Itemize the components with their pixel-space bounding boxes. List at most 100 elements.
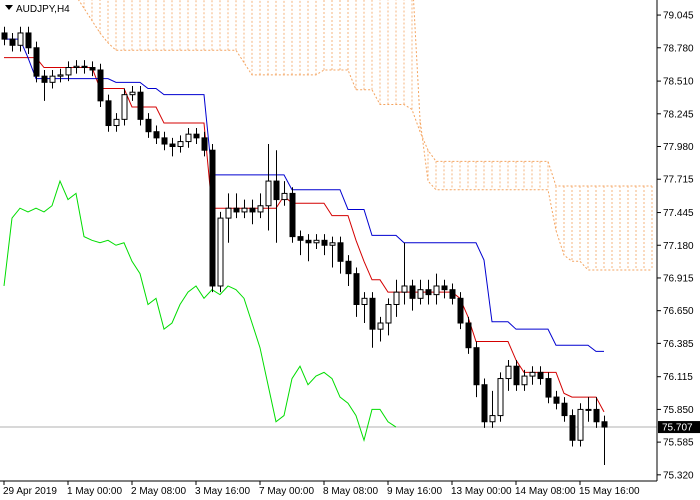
candle-body	[49, 75, 56, 83]
x-tick-label: 8 May 08:00	[323, 486, 378, 497]
candle-body	[409, 285, 416, 299]
indicator-line	[4, 57, 605, 413]
candle-body	[473, 347, 480, 386]
candle-body	[521, 375, 528, 386]
menu-icon[interactable]	[5, 5, 13, 10]
candle-body	[313, 239, 320, 244]
candle-body	[401, 285, 408, 293]
candle-body	[25, 32, 32, 49]
candle-body	[249, 207, 256, 213]
candle-body	[481, 384, 488, 423]
candle-body	[97, 69, 104, 102]
x-tick-label: 15 May 16:00	[579, 486, 640, 497]
candle-body	[137, 91, 144, 120]
candle-body	[185, 133, 192, 143]
chart-title: AUDJPY,H4	[16, 4, 70, 15]
candle-body	[417, 289, 424, 299]
candle-body	[153, 131, 160, 139]
candle-body	[561, 402, 568, 417]
candle-body	[65, 67, 72, 76]
indicator-line	[4, 38, 604, 352]
y-tick-label: 78.510	[663, 77, 694, 88]
current-price-label: 75.707	[662, 423, 693, 434]
y-tick-label: 77.980	[663, 142, 694, 153]
candle-body	[449, 289, 456, 299]
candle-body	[545, 378, 552, 398]
y-tick-label: 76.650	[663, 306, 694, 317]
y-tick-label: 75.320	[663, 470, 694, 481]
candle-body	[529, 371, 536, 377]
candle-body	[41, 75, 48, 83]
candle-body	[377, 322, 384, 330]
candle-body	[385, 303, 392, 324]
candle-body	[369, 297, 376, 330]
candle-body	[433, 285, 440, 296]
x-tick-label: 7 May 00:00	[259, 486, 314, 497]
candle-body	[33, 47, 40, 77]
y-tick-label: 77.715	[663, 175, 694, 186]
y-tick-label: 77.445	[663, 208, 694, 219]
candle-body	[553, 396, 560, 404]
candle-body	[457, 297, 464, 324]
x-tick-label: 9 May 16:00	[387, 486, 442, 497]
candle-body	[361, 297, 368, 305]
candle-body	[505, 365, 512, 380]
candle-body	[113, 118, 120, 127]
candle-body	[169, 143, 176, 148]
candle-body	[1, 32, 8, 40]
y-tick-label: 76.915	[663, 273, 694, 284]
candle-body	[345, 260, 352, 275]
y-tick-label: 77.180	[663, 241, 694, 252]
x-tick-label: 3 May 16:00	[195, 486, 250, 497]
x-tick-label: 29 Apr 2019	[3, 486, 57, 497]
candle-body	[393, 291, 400, 305]
candle-body	[353, 273, 360, 305]
candle-body	[129, 91, 136, 96]
y-tick-label: 75.850	[663, 405, 694, 416]
candle-body	[489, 415, 496, 423]
candle-body	[585, 408, 592, 411]
candle-body	[305, 239, 312, 244]
candle-body	[497, 378, 504, 417]
candle-body	[577, 408, 584, 441]
candle-body	[513, 365, 520, 386]
indicator-line	[3, 179, 397, 443]
candle-body	[105, 100, 112, 127]
candle-body	[441, 285, 448, 291]
y-tick-label: 78.780	[663, 43, 694, 54]
candle-body	[225, 207, 232, 219]
plot-area	[0, 0, 657, 465]
candle-body	[9, 38, 16, 46]
candle-body	[569, 415, 576, 441]
candle-body	[161, 137, 168, 145]
candle-body	[193, 133, 200, 139]
candle-body	[297, 236, 304, 241]
candle-body	[217, 217, 224, 287]
x-tick-label: 14 May 08:00	[515, 486, 576, 497]
candle-body	[177, 141, 184, 148]
candle-body	[281, 192, 288, 201]
current-price-box	[658, 421, 700, 434]
x-tick-label: 13 May 00:00	[451, 486, 512, 497]
candle-body	[89, 67, 96, 71]
candle-body	[145, 118, 152, 133]
candle-body	[537, 371, 544, 380]
y-tick-label: 76.385	[663, 339, 694, 350]
candle-body	[241, 207, 248, 213]
candle-body	[257, 205, 264, 213]
candle-body	[265, 180, 272, 207]
candle-body	[17, 32, 24, 46]
candle-body	[273, 180, 280, 201]
candle-body	[209, 149, 216, 287]
y-tick-label: 76.115	[663, 372, 693, 383]
y-tick-label: 78.245	[663, 109, 694, 120]
candle-body	[289, 192, 296, 238]
candle-body	[73, 65, 80, 69]
y-tick-label: 79.045	[663, 11, 694, 22]
candle-body	[465, 322, 472, 349]
y-tick-label: 75.585	[663, 438, 694, 449]
x-tick-label: 1 May 00:00	[67, 486, 122, 497]
candle-body	[321, 239, 328, 246]
candle-body	[233, 207, 240, 213]
